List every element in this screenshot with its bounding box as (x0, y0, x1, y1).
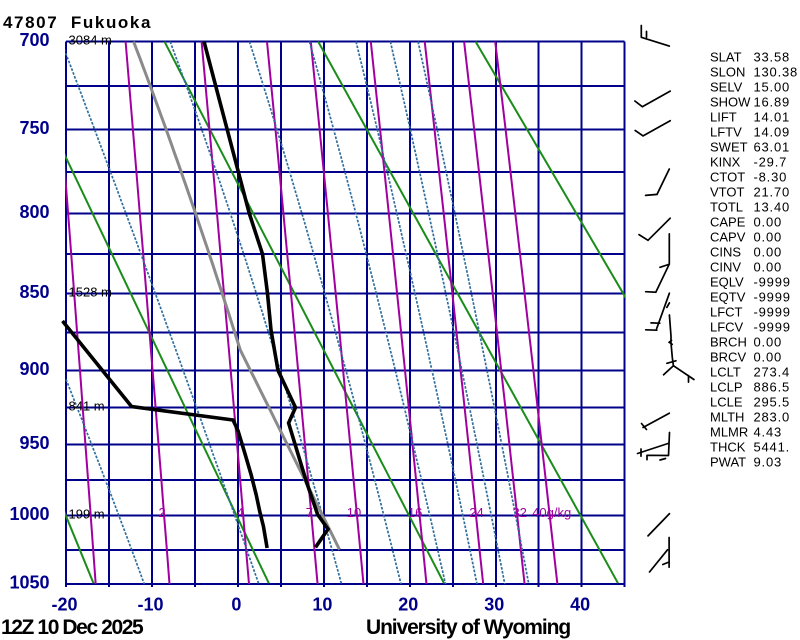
svg-text:20: 20 (398, 595, 418, 615)
svg-text:14.01: 14.01 (754, 110, 791, 125)
svg-text:0.00: 0.00 (754, 230, 783, 245)
svg-text:THCK: THCK (710, 440, 746, 455)
svg-text:3084 m: 3084 m (69, 33, 112, 48)
svg-text:LFCT: LFCT (710, 305, 743, 320)
svg-text:LCLT: LCLT (710, 365, 741, 380)
svg-text:LFTV: LFTV (710, 125, 742, 140)
svg-text:40g/kg: 40g/kg (532, 505, 571, 520)
svg-text:7: 7 (306, 505, 313, 520)
svg-text:130.38: 130.38 (754, 65, 799, 80)
svg-text:16.89: 16.89 (754, 95, 791, 110)
svg-text:-8.30: -8.30 (754, 170, 788, 185)
svg-text:40: 40 (570, 595, 590, 615)
svg-text:900: 900 (19, 359, 49, 379)
svg-text:-29.7: -29.7 (754, 155, 788, 170)
svg-text:LCLE: LCLE (710, 395, 743, 410)
svg-text:750: 750 (19, 118, 49, 138)
svg-text:4: 4 (237, 505, 244, 520)
svg-text:1000: 1000 (9, 504, 49, 524)
svg-text:4.43: 4.43 (754, 425, 783, 440)
svg-text:63.01: 63.01 (754, 140, 791, 155)
svg-text:850: 850 (19, 282, 49, 302)
svg-text:199 m: 199 m (69, 507, 105, 522)
svg-text:5441.: 5441. (754, 440, 791, 455)
svg-text:-9999: -9999 (754, 275, 791, 290)
svg-text:0.00: 0.00 (754, 215, 783, 230)
svg-text:MLTH: MLTH (710, 410, 744, 425)
svg-text:BRCH: BRCH (710, 335, 747, 350)
svg-text:10: 10 (347, 505, 361, 520)
svg-text:700: 700 (19, 30, 49, 50)
svg-text:13.40: 13.40 (754, 200, 791, 215)
svg-text:-20: -20 (51, 595, 77, 615)
svg-text:0: 0 (231, 595, 241, 615)
svg-text:KINX: KINX (710, 155, 741, 170)
svg-text:0.00: 0.00 (754, 245, 783, 260)
svg-text:-9999: -9999 (754, 320, 791, 335)
svg-text:273.4: 273.4 (754, 365, 791, 380)
svg-text:SWET: SWET (710, 140, 748, 155)
svg-text:-10: -10 (137, 595, 163, 615)
svg-text:16: 16 (408, 505, 422, 520)
svg-text:PWAT: PWAT (710, 455, 746, 470)
svg-text:-9999: -9999 (754, 290, 791, 305)
svg-text:-9999: -9999 (754, 305, 791, 320)
svg-text:2: 2 (158, 505, 165, 520)
svg-text:0.00: 0.00 (754, 350, 783, 365)
svg-text:EQTV: EQTV (710, 290, 746, 305)
svg-text:886.5: 886.5 (754, 380, 791, 395)
svg-text:CINS: CINS (710, 245, 741, 260)
svg-text:9.03: 9.03 (754, 455, 783, 470)
svg-text:SLON: SLON (710, 65, 745, 80)
svg-text:LCLP: LCLP (710, 380, 743, 395)
svg-text:0.00: 0.00 (754, 335, 783, 350)
svg-text:33.58: 33.58 (754, 50, 791, 65)
svg-text:800: 800 (19, 202, 49, 222)
svg-text:30: 30 (484, 595, 504, 615)
svg-text:295.5: 295.5 (754, 395, 791, 410)
svg-text:10: 10 (312, 595, 332, 615)
svg-text:LFCV: LFCV (710, 320, 744, 335)
svg-text:University of Wyoming: University of Wyoming (366, 616, 570, 639)
svg-text:SHOW: SHOW (710, 95, 751, 110)
svg-text:EQLV: EQLV (710, 275, 744, 290)
svg-text:BRCV: BRCV (710, 350, 746, 365)
svg-text:32: 32 (512, 505, 526, 520)
svg-text:14.09: 14.09 (754, 125, 791, 140)
svg-text:24: 24 (469, 505, 483, 520)
svg-text:950: 950 (19, 433, 49, 453)
svg-text:VTOT: VTOT (710, 185, 744, 200)
svg-text:12Z 10 Dec 2025: 12Z 10 Dec 2025 (1, 616, 144, 639)
svg-text:841 m: 841 m (69, 399, 105, 414)
svg-text:15.00: 15.00 (754, 80, 791, 95)
svg-text:1528 m: 1528 m (69, 285, 112, 300)
svg-text:283.0: 283.0 (754, 410, 791, 425)
svg-text:SLAT: SLAT (710, 50, 742, 65)
svg-text:MLMR: MLMR (710, 425, 748, 440)
svg-text:47807 Fukuoka: 47807 Fukuoka (3, 13, 152, 32)
svg-text:TOTL: TOTL (710, 200, 743, 215)
svg-text:1050: 1050 (9, 573, 49, 593)
svg-text:CAPE: CAPE (710, 215, 746, 230)
svg-text:21.70: 21.70 (754, 185, 791, 200)
svg-text:SELV: SELV (710, 80, 743, 95)
svg-text:CAPV: CAPV (710, 230, 746, 245)
svg-text:CINV: CINV (710, 260, 741, 275)
svg-text:0.00: 0.00 (754, 260, 783, 275)
svg-text:CTOT: CTOT (710, 170, 745, 185)
svg-text:LIFT: LIFT (710, 110, 737, 125)
